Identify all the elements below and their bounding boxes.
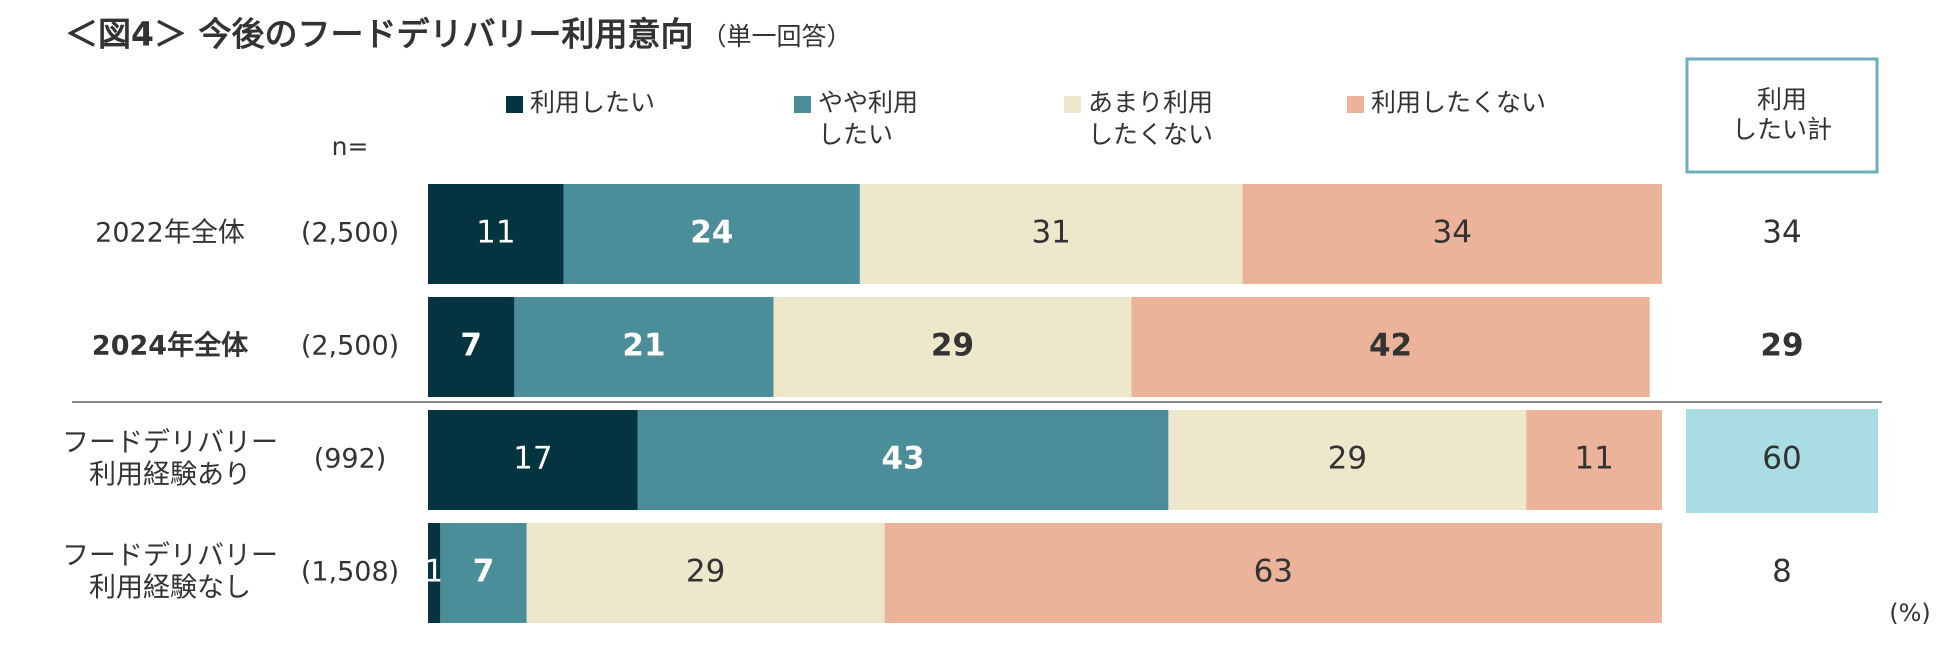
value-label: 17	[513, 441, 552, 477]
total-header: 利用	[1757, 85, 1807, 114]
bar-segment	[1131, 297, 1650, 397]
bar-segment	[428, 297, 515, 397]
legend-swatch	[794, 96, 811, 113]
bar-segment	[428, 410, 638, 510]
total-value: 8	[1772, 554, 1792, 590]
value-label: 43	[882, 441, 925, 477]
category-label: 利用経験なし	[89, 573, 251, 604]
bar-segment	[1168, 410, 1527, 510]
value-label: 29	[686, 554, 725, 590]
value-label: 1	[424, 554, 444, 590]
chart-subtitle: （単一回答）	[701, 22, 851, 51]
value-label: 42	[1369, 328, 1412, 364]
bar-segment	[1242, 184, 1662, 284]
legend-label: 利用したい	[530, 88, 655, 117]
bar-segment	[859, 184, 1243, 284]
legend-label: 利用したくない	[1371, 88, 1546, 117]
value-label: 7	[473, 554, 495, 590]
legend-swatch	[1347, 96, 1364, 113]
legend-label: したい	[818, 120, 893, 149]
legend-label: やや利用	[818, 88, 918, 117]
bar-segment	[1526, 410, 1662, 510]
bar-segment	[440, 523, 527, 623]
total-value: 29	[1760, 328, 1803, 364]
bar-segment	[563, 184, 860, 284]
total-value: 60	[1762, 441, 1801, 477]
total-value: 34	[1762, 215, 1801, 251]
n-title: n=	[332, 132, 369, 161]
value-label: 31	[1031, 215, 1070, 251]
value-label: 7	[460, 328, 482, 364]
total-header-box	[1685, 57, 1879, 174]
bar-segment	[884, 523, 1662, 623]
category-label: フードデリバリー	[62, 427, 278, 458]
value-label: 24	[690, 215, 733, 251]
bar-segment	[428, 184, 564, 284]
legend-label: あまり利用	[1088, 88, 1213, 117]
value-label: 29	[1328, 441, 1367, 477]
value-label: 11	[1574, 441, 1613, 477]
n-label: (2,500)	[301, 218, 399, 249]
value-label: 29	[931, 328, 974, 364]
bar-segment	[514, 297, 774, 397]
bar-segment	[773, 297, 1132, 397]
bar-segment	[637, 410, 1169, 510]
total-header: したい計	[1732, 115, 1832, 144]
unit-note: (%)	[1889, 599, 1931, 627]
value-label: 11	[476, 215, 515, 251]
value-label: 63	[1254, 554, 1293, 590]
total-highlight	[1686, 409, 1878, 513]
category-label: フードデリバリー	[62, 540, 278, 571]
legend-swatch	[1064, 96, 1081, 113]
legend-swatch	[506, 96, 523, 113]
bar-segment	[526, 523, 885, 623]
bar-segment	[428, 523, 441, 623]
value-label: 34	[1432, 215, 1471, 251]
legend-label: したくない	[1088, 120, 1213, 149]
chart-title: ＜図4＞ 今後のフードデリバリー利用意向	[65, 15, 693, 54]
category-label: 2022年全体	[95, 218, 245, 249]
category-label: 利用経験あり	[89, 460, 251, 491]
n-label: (1,508)	[301, 557, 399, 588]
n-label: (992)	[314, 444, 387, 475]
n-label: (2,500)	[301, 331, 399, 362]
value-label: 21	[622, 328, 665, 364]
category-label: 2024年全体	[92, 330, 249, 362]
